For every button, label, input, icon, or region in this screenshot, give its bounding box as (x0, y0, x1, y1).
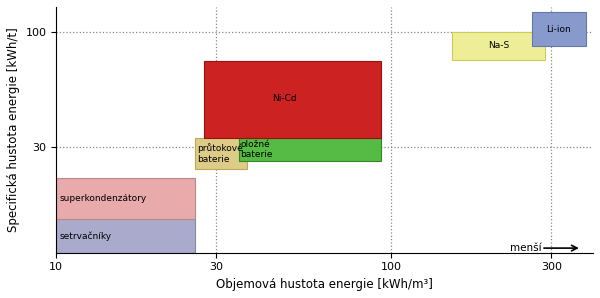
Bar (195, 138, 247, 169)
Text: Na-S: Na-S (488, 41, 509, 50)
Text: průtokové
baterie: průtokové baterie (197, 143, 243, 164)
Text: Li-ion: Li-ion (547, 25, 571, 34)
Text: setrvačníky: setrvačníky (59, 232, 112, 241)
Bar (239, 138, 381, 161)
Text: Ni-Cd: Ni-Cd (272, 94, 296, 103)
Text: menší: menší (509, 243, 541, 253)
Bar (532, 12, 586, 46)
Bar (56, 178, 195, 218)
Bar (452, 32, 545, 60)
Text: superkondenzátory: superkondenzátory (59, 193, 147, 203)
Y-axis label: Specifická hustota energie [kWh/t]: Specifická hustota energie [kWh/t] (7, 27, 20, 232)
Bar (203, 61, 381, 138)
X-axis label: Objemová hustota energie [kWh/m³]: Objemová hustota energie [kWh/m³] (216, 278, 433, 291)
Text: oložné
baterie: oložné baterie (241, 140, 273, 159)
Bar (56, 218, 195, 253)
